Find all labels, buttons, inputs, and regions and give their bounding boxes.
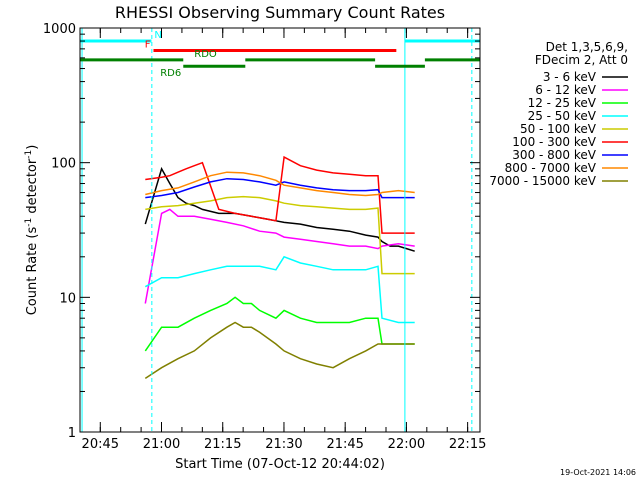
y-axis-label-part-2: detector bbox=[25, 158, 40, 218]
legend-label-8: 7000 - 15000 keV bbox=[489, 174, 596, 188]
legend-label-4: 50 - 100 keV bbox=[520, 122, 597, 136]
chart-title: RHESSI Observing Summary Count Rates bbox=[115, 3, 445, 22]
series-layer bbox=[144, 155, 415, 380]
legend-header-line-1: Det 1,3,5,6,9, bbox=[546, 40, 628, 54]
y-tick-label: 10 bbox=[59, 291, 76, 306]
x-tick-label: 21:30 bbox=[265, 437, 302, 452]
y-tick-label: 100 bbox=[51, 157, 76, 172]
legend-label-0: 3 - 6 keV bbox=[543, 70, 597, 84]
legend-label-1: 6 - 12 keV bbox=[535, 83, 597, 97]
legend-label-3: 25 - 50 keV bbox=[528, 109, 597, 123]
x-tick-label: 22:00 bbox=[388, 437, 425, 452]
y-axis-label-exp-2: -1 bbox=[24, 150, 34, 159]
legend-label-5: 100 - 300 keV bbox=[512, 135, 596, 149]
x-tick-label: 21:45 bbox=[326, 437, 363, 452]
annotation-layer: NF RDO RD6 bbox=[80, 28, 480, 432]
plot-frame bbox=[79, 27, 481, 433]
series-line-3 bbox=[144, 255, 415, 324]
series-line-5 bbox=[145, 155, 415, 234]
x-tick-label: 22:15 bbox=[449, 437, 486, 452]
series-line-2 bbox=[144, 296, 415, 352]
legend-label-6: 300 - 800 keV bbox=[512, 148, 596, 162]
legend-label-7: 800 - 7000 keV bbox=[505, 161, 597, 175]
flag-label-n: N bbox=[154, 30, 161, 41]
legend: Det 1,3,5,6,9, FDecim 2, Att 0 3 - 6 keV… bbox=[489, 40, 628, 188]
flag-label-rdo: RDO bbox=[194, 49, 217, 60]
legend-header-line-2: FDecim 2, Att 0 bbox=[535, 53, 628, 67]
series-line-8 bbox=[144, 321, 415, 380]
y-axis-label: Count Rate (s-1 detector-1) bbox=[24, 145, 40, 316]
y-axis-label-part-1: Count Rate (s bbox=[25, 227, 40, 316]
x-tick-label: 21:15 bbox=[204, 437, 241, 452]
flag-label-f: F bbox=[145, 40, 151, 51]
series-line-1 bbox=[144, 208, 415, 304]
timestamp: 19-Oct-2021 14:06 bbox=[560, 468, 636, 477]
series-line-0 bbox=[144, 166, 415, 252]
y-axis-label-part-3: ) bbox=[25, 145, 40, 150]
legend-label-2: 12 - 25 keV bbox=[528, 96, 597, 110]
series-line-6 bbox=[145, 177, 415, 199]
series-line-4 bbox=[145, 195, 415, 275]
flag-label-rd6: RD6 bbox=[160, 68, 181, 79]
x-tick-label: 20:45 bbox=[82, 437, 119, 452]
series-line-7 bbox=[145, 171, 415, 197]
y-tick-label: 1000 bbox=[43, 22, 76, 37]
y-tick-label: 1 bbox=[68, 426, 76, 441]
axis-layer: 1 10 100 1000 20:45 21:00 21:15 21:30 21:45 22:00… bbox=[43, 22, 486, 452]
y-axis-label-exp-1: -1 bbox=[24, 218, 34, 227]
x-tick-label: 21:00 bbox=[143, 437, 180, 452]
x-axis-label: Start Time (07-Oct-12 20:44:02) bbox=[175, 457, 385, 472]
